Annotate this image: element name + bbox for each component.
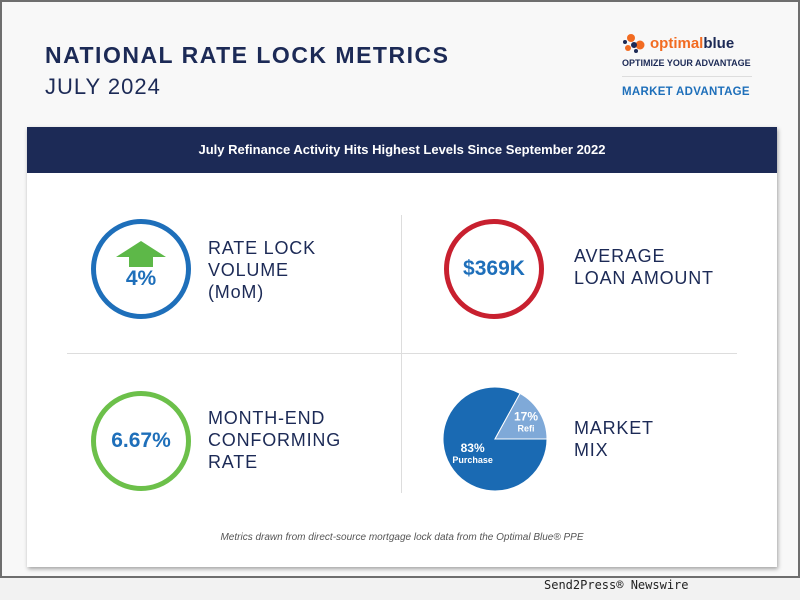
loan-amount-value: $369K [463,257,525,280]
divider [67,353,737,354]
loan-amount-circle: $369K [444,219,544,319]
pie-label-name: Purchase [452,455,493,465]
rate-lock-value: 4% [125,267,157,290]
pie-label-value: 17% [514,410,538,424]
infographic-frame: NATIONAL RATE LOCK METRICS JULY 2024 opt… [0,0,800,578]
page-subtitle: JULY 2024 [45,74,161,99]
arrow-up-icon [116,241,166,267]
pie-label-value: 83% [461,441,485,455]
market-mix-label: MARKET MIX [574,418,654,460]
logo-wordmark: optimalblue [650,35,735,52]
logo-tagline: OPTIMIZE YOUR ADVANTAGE [622,58,751,68]
banner-headline: July Refinance Activity Hits Highest Lev… [27,127,777,173]
conforming-rate-label: MONTH-END CONFORMING RATE [208,408,341,472]
logo-dots-icon [623,34,645,53]
newswire-credit: Send2Press® Newswire [544,578,689,592]
rate-lock-circle: 4% [91,219,191,319]
divider [401,215,402,493]
loan-amount-label: AVERAGE LOAN AMOUNT [574,246,714,288]
pie-slice-refi [494,392,548,440]
conforming-rate-value: 6.67% [111,429,171,452]
pie-label-name: Refi [517,424,534,434]
market-mix-pie: 83%Purchase 17%Refi [442,386,548,492]
footnote: Metrics drawn from direct-source mortgag… [220,532,584,543]
metrics-card: July Refinance Activity Hits Highest Lev… [27,127,777,567]
page-title: NATIONAL RATE LOCK METRICS [45,42,450,68]
conforming-rate-circle: 6.67% [91,391,191,491]
divider [622,76,752,77]
section-label: MARKET ADVANTAGE [622,86,750,98]
rate-lock-label: RATE LOCK VOLUME (MoM) [208,238,316,302]
